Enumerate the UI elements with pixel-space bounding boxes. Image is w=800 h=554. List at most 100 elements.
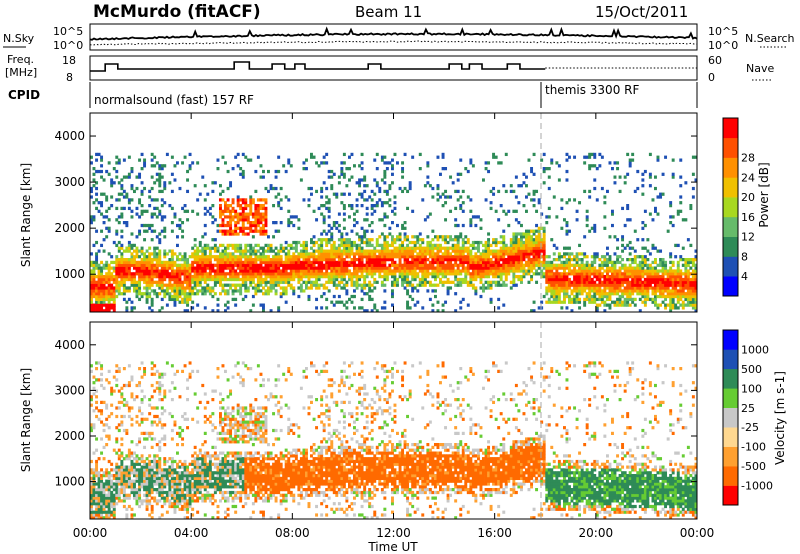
power-cell xyxy=(580,272,584,276)
power-cell xyxy=(348,215,351,219)
power-cell xyxy=(332,223,336,228)
power-cell xyxy=(542,258,546,262)
power-cell xyxy=(256,206,260,211)
power-cell xyxy=(125,263,129,267)
power-cell xyxy=(560,289,564,293)
power-cell xyxy=(418,252,422,256)
power-cell xyxy=(578,272,582,276)
power-cell xyxy=(191,277,195,282)
power-cell xyxy=(686,260,690,265)
power-cell xyxy=(127,175,131,179)
power-cell xyxy=(231,232,235,236)
power-cell xyxy=(676,266,680,270)
power-cell xyxy=(542,232,546,236)
power-cell xyxy=(504,272,508,276)
power-cell xyxy=(514,240,518,245)
power-cell xyxy=(158,272,162,276)
power-cell xyxy=(527,158,531,162)
velocity-cell xyxy=(97,485,101,489)
power-cell xyxy=(158,249,162,253)
velocity-cell xyxy=(97,507,101,511)
power-cell xyxy=(254,275,258,279)
power-cell xyxy=(292,215,296,219)
power-cell xyxy=(484,275,488,279)
power-cell xyxy=(315,260,319,265)
power-cell xyxy=(613,283,617,287)
power-cell xyxy=(90,283,93,287)
power-cell xyxy=(122,195,126,199)
power-cell xyxy=(618,266,622,270)
power-cell xyxy=(474,240,478,245)
power-cell xyxy=(565,152,569,157)
power-cell xyxy=(282,260,286,265)
power-cell xyxy=(307,286,311,290)
velocity-cell xyxy=(92,513,96,517)
power-cell xyxy=(651,246,655,250)
power-cell xyxy=(684,292,688,296)
power-cell xyxy=(666,280,670,284)
power-cell xyxy=(568,280,571,284)
power-cell xyxy=(112,269,116,273)
power-cell xyxy=(125,223,129,228)
power-cell xyxy=(575,275,579,279)
power-cell xyxy=(469,209,473,213)
power-cell xyxy=(320,243,324,248)
power-cell xyxy=(681,246,685,250)
power-cell xyxy=(251,212,255,216)
power-cell xyxy=(588,300,592,304)
power-cell xyxy=(360,289,364,293)
power-cell xyxy=(122,266,126,270)
power-cell xyxy=(603,283,607,287)
velocity-cell xyxy=(95,496,99,500)
power-cell xyxy=(100,283,104,287)
power-cell xyxy=(150,266,154,270)
power-cell xyxy=(165,286,169,290)
power-cell xyxy=(92,303,96,307)
power-cell xyxy=(170,272,174,276)
power-cell xyxy=(560,286,564,290)
power-cell xyxy=(451,258,455,262)
power-cell xyxy=(148,277,152,282)
power-cell xyxy=(312,260,316,265)
power-cell xyxy=(537,238,541,242)
power-cell xyxy=(487,246,491,250)
power-cell xyxy=(350,175,354,179)
power-cell xyxy=(691,297,695,302)
power-cell xyxy=(408,272,412,276)
power-cell xyxy=(216,266,220,270)
power-cell xyxy=(631,297,635,302)
power-cell xyxy=(385,201,389,205)
power-cell xyxy=(659,289,663,293)
power-cell xyxy=(398,186,402,191)
power-cell xyxy=(613,269,617,273)
power-cell xyxy=(241,283,245,287)
power-cell xyxy=(654,260,657,265)
power-cell xyxy=(219,206,222,211)
power-cell xyxy=(686,275,690,279)
power-cell xyxy=(353,240,356,245)
power-cell xyxy=(325,243,329,248)
power-cell xyxy=(173,263,177,267)
power-cell xyxy=(393,269,397,273)
power-cell xyxy=(527,258,531,262)
power-cell xyxy=(337,212,341,216)
power-cell xyxy=(616,167,620,171)
power-cell xyxy=(489,258,493,262)
power-cell xyxy=(191,280,195,284)
power-cell xyxy=(391,167,394,171)
power-cell xyxy=(221,272,225,276)
power-cell xyxy=(317,246,321,250)
power-cell xyxy=(474,286,478,290)
power-cell xyxy=(183,209,187,213)
power-cell xyxy=(446,286,450,290)
power-cell xyxy=(383,277,387,282)
power-cell xyxy=(378,249,382,253)
velocity-cell xyxy=(90,485,93,489)
power-cell xyxy=(236,215,240,219)
power-cell xyxy=(90,297,93,302)
power-cell xyxy=(219,292,222,296)
velocity-cell xyxy=(110,392,114,396)
power-cell xyxy=(406,275,410,279)
power-cell xyxy=(201,235,205,239)
power-cell xyxy=(133,277,136,282)
